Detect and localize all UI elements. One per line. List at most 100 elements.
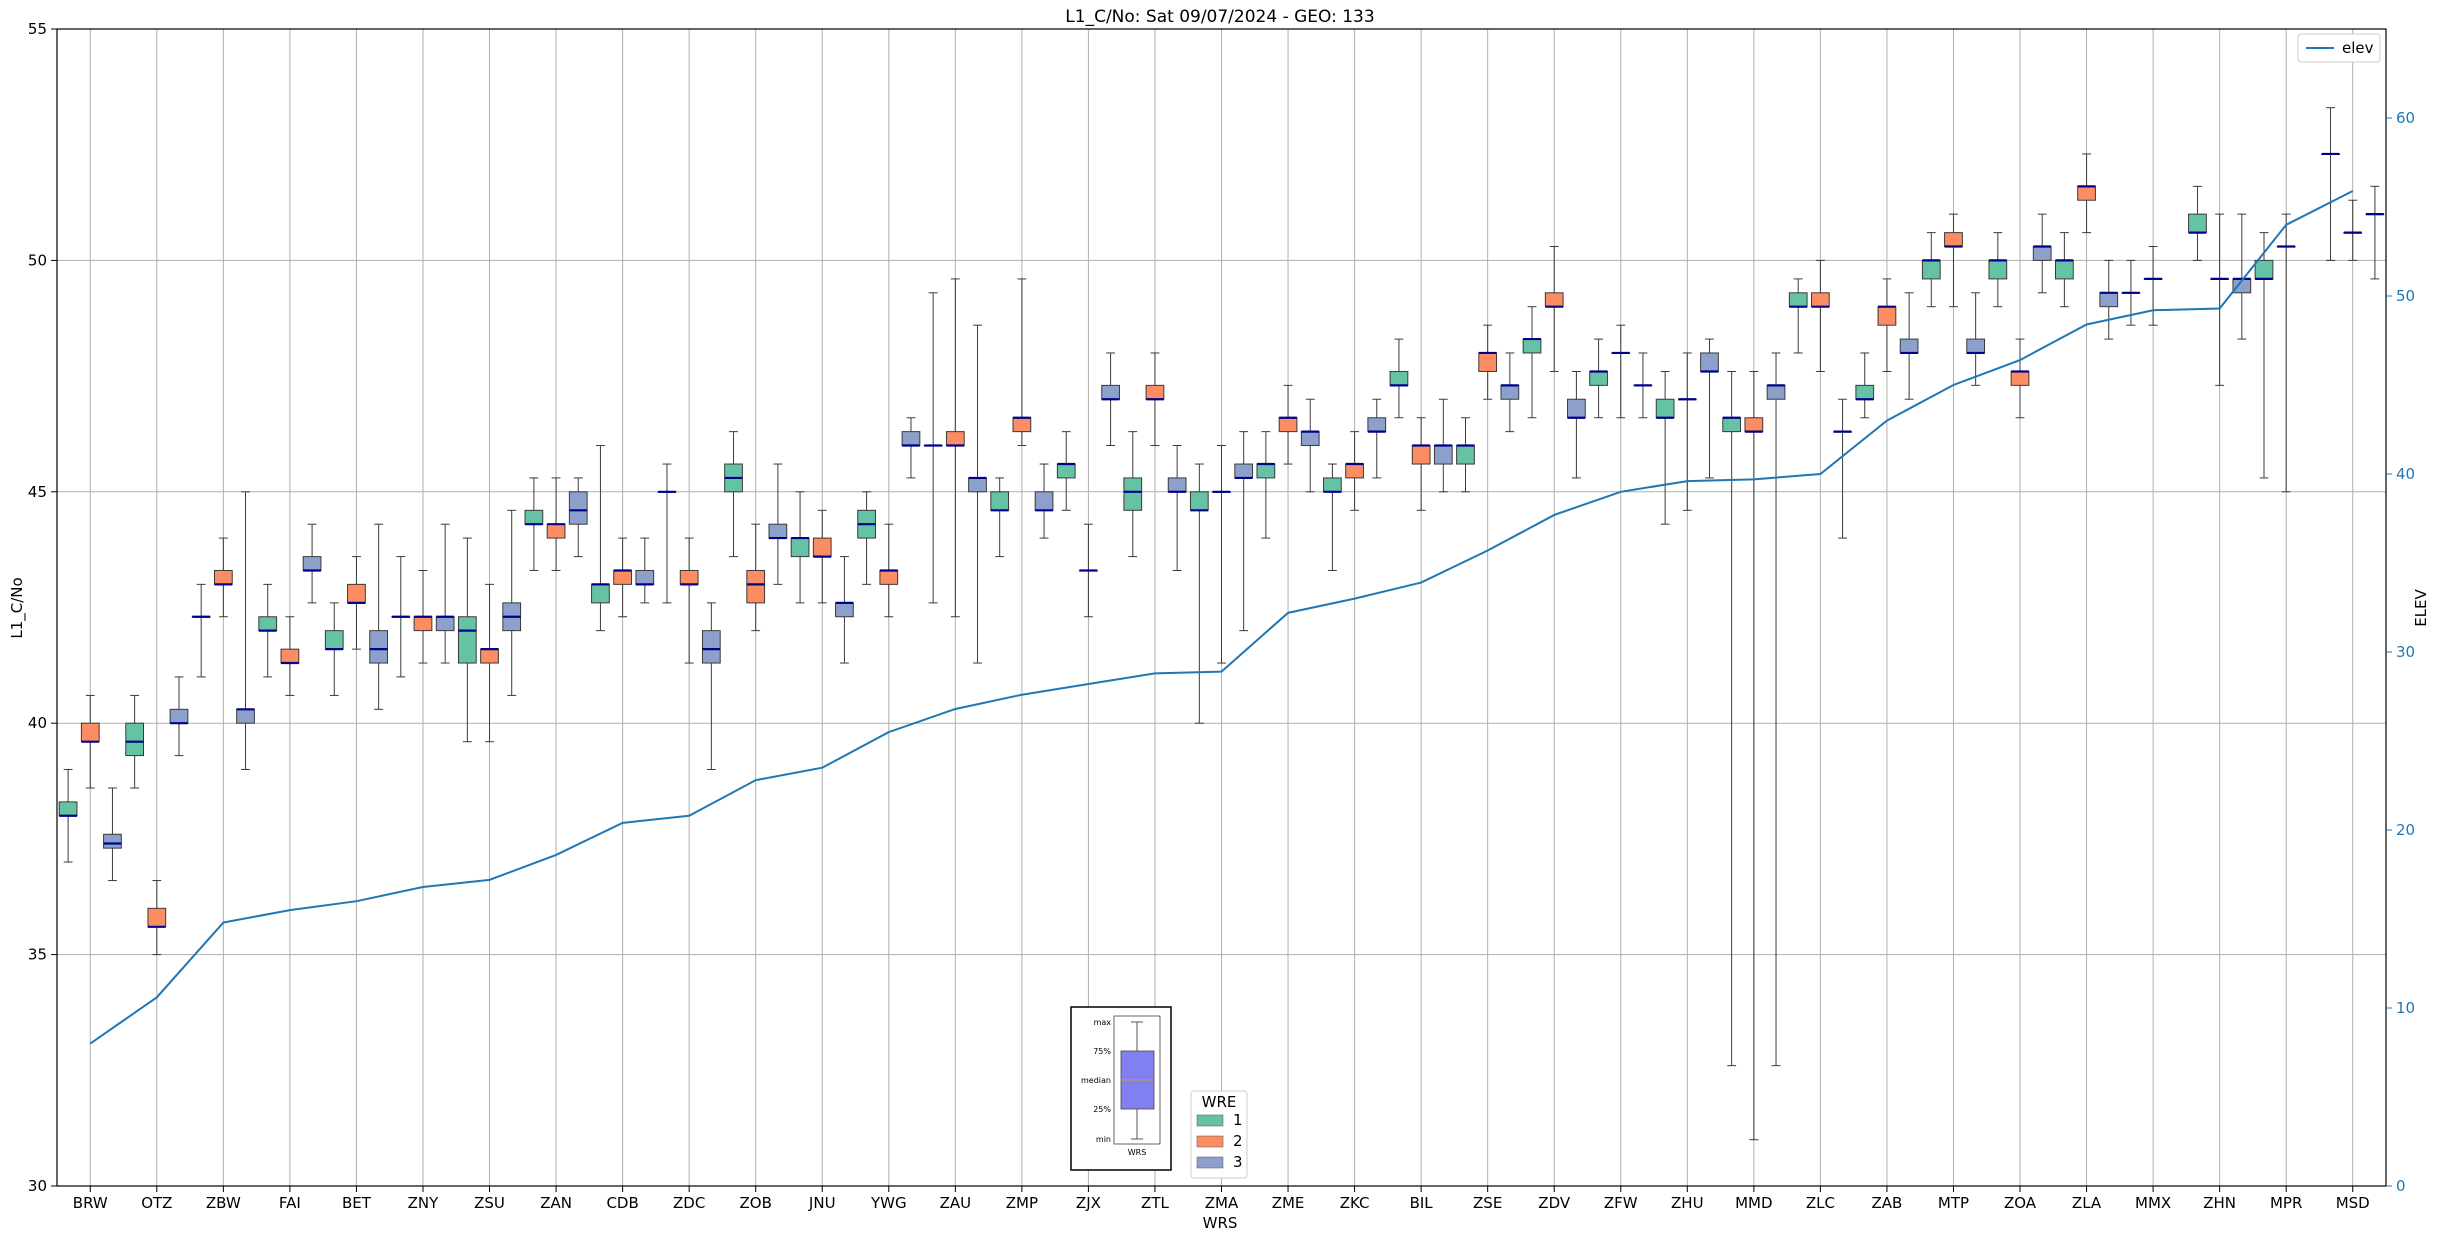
- box-ZJX-1: [1056, 431, 1076, 511]
- box-iqr: [1811, 292, 1830, 308]
- y2-tick-label-20: 20: [2396, 821, 2415, 839]
- x-tick-label-CDB: CDB: [606, 1194, 638, 1212]
- box-ZHU-3: [1700, 338, 1719, 479]
- inset-label-q3: 75%: [1093, 1047, 1111, 1056]
- box-iqr: [1855, 384, 1875, 400]
- box-ZMA-3: [1234, 431, 1254, 632]
- box-iqr: [1300, 431, 1320, 447]
- x-tick-label-ZDC: ZDC: [673, 1194, 705, 1212]
- box-iqr: [369, 630, 388, 664]
- box-ZKC-2: [1345, 431, 1364, 511]
- box-FAI-2: [280, 616, 300, 696]
- box-iqr: [768, 523, 788, 539]
- wre-legend-label-2: 2: [1233, 1132, 1243, 1150]
- x-tick-label-MMX: MMX: [2135, 1194, 2171, 1212]
- box-iqr: [213, 569, 233, 585]
- box-iqr: [591, 583, 610, 604]
- box-ZAN-1: [524, 477, 544, 571]
- box-iqr: [1189, 491, 1209, 511]
- box-ZOB-1: [724, 431, 743, 558]
- box-iqr: [2099, 292, 2119, 308]
- box-MTP-2: [1944, 213, 1963, 308]
- x-tick-label-ZLA: ZLA: [2072, 1194, 2102, 1212]
- box-ZDC-2: [679, 537, 699, 664]
- box-BET-2: [347, 556, 366, 650]
- box-MPR-1: [2254, 232, 2274, 479]
- x-tick-label-ZOB: ZOB: [740, 1194, 772, 1212]
- x-tick-label-ZSU: ZSU: [474, 1194, 505, 1212]
- box-iqr: [1389, 370, 1409, 386]
- x-tick-label-ZAN: ZAN: [540, 1194, 572, 1212]
- box-OTZ-1: [125, 694, 145, 789]
- y2-tick-label-50: 50: [2396, 287, 2415, 305]
- box-ZDC-3: [701, 602, 721, 770]
- x-tick-label-ZMA: ZMA: [1205, 1194, 1239, 1212]
- box-ZAB-3: [1899, 292, 1919, 400]
- box-iqr: [2032, 246, 2052, 261]
- box-MMD-2: [1744, 370, 1764, 1141]
- box-ZAN-2: [546, 477, 566, 571]
- box-MPR-2: [2276, 213, 2296, 493]
- y2-tick-label-10: 10: [2396, 999, 2415, 1017]
- box-iqr: [1056, 463, 1076, 479]
- box-BET-3: [369, 523, 388, 710]
- box-ZMA-1: [1189, 463, 1209, 724]
- box-ZOB-3: [768, 463, 788, 585]
- x-tick-label-FAI: FAI: [279, 1194, 301, 1212]
- y-tick-label-50: 50: [28, 251, 47, 269]
- box-iqr: [1456, 445, 1475, 465]
- box-iqr: [945, 431, 965, 447]
- box-ZOB-2: [746, 523, 766, 632]
- y-axis-right-title: ELEV: [2412, 588, 2430, 626]
- box-ZTL-3: [1167, 445, 1187, 571]
- box-iqr: [413, 616, 433, 632]
- box-iqr: [746, 569, 766, 604]
- box-ZDC-1: [657, 463, 677, 604]
- x-tick-label-ZAU: ZAU: [940, 1194, 972, 1212]
- x-axis-title: WRS: [1203, 1214, 1238, 1232]
- box-plots: [58, 107, 2385, 1141]
- box-FAI-1: [258, 583, 278, 678]
- box-ZLC-1: [1788, 278, 1808, 354]
- box-MMD-3: [1766, 352, 1786, 1067]
- y2-tick-label-30: 30: [2396, 643, 2415, 661]
- inset-label-median: median: [1081, 1076, 1111, 1085]
- wre-legend-label-3: 3: [1233, 1153, 1243, 1171]
- wre-legend-label-1: 1: [1233, 1111, 1243, 1129]
- box-ZJX-3: [1101, 352, 1120, 447]
- box-iqr: [968, 477, 987, 493]
- box-MSD-2: [2343, 199, 2363, 261]
- box-iqr: [324, 630, 344, 650]
- inset-xlabel: WRS: [1128, 1148, 1147, 1157]
- box-iqr: [1411, 445, 1431, 465]
- x-tick-label-ZNY: ZNY: [408, 1194, 439, 1212]
- x-tick-label-JNU: JNU: [808, 1194, 836, 1212]
- wre-legend: WRE 1 2 3: [1190, 1090, 1248, 1179]
- box-iqr: [546, 523, 566, 539]
- box-iqr: [1101, 384, 1120, 400]
- box-ZNY-3: [435, 523, 455, 664]
- box-ZLC-3: [1833, 398, 1852, 539]
- box-YWG-3: [901, 417, 921, 479]
- box-ZBW-3: [236, 491, 255, 770]
- elev-line-layer: [89, 190, 2354, 1045]
- box-iqr: [1544, 292, 1564, 308]
- box-ZSE-1: [1456, 417, 1475, 493]
- box-ZSU-2: [480, 583, 499, 743]
- box-iqr: [1722, 417, 1742, 433]
- box-iqr: [1478, 352, 1498, 372]
- box-ZKC-3: [1367, 398, 1387, 479]
- box-ZOA-2: [2010, 338, 2030, 419]
- box-iqr: [2077, 185, 2096, 201]
- box-iqr: [1700, 352, 1719, 372]
- box-ZTL-1: [1123, 431, 1143, 558]
- box-BRW-3: [103, 787, 122, 882]
- x-axis: BRW OTZ ZBW FAI BET ZNY ZSU ZAN CDB ZDC ZOB JNU YWG Z…: [73, 1186, 2370, 1212]
- box-ZAB-2: [1877, 278, 1897, 372]
- y2-tick-label-60: 60: [2396, 109, 2415, 127]
- box-BRW-2: [80, 694, 100, 789]
- box-JNU-2: [812, 509, 832, 604]
- box-ZSU-1: [457, 537, 477, 743]
- box-iqr: [1655, 398, 1675, 419]
- box-iqr: [302, 556, 322, 571]
